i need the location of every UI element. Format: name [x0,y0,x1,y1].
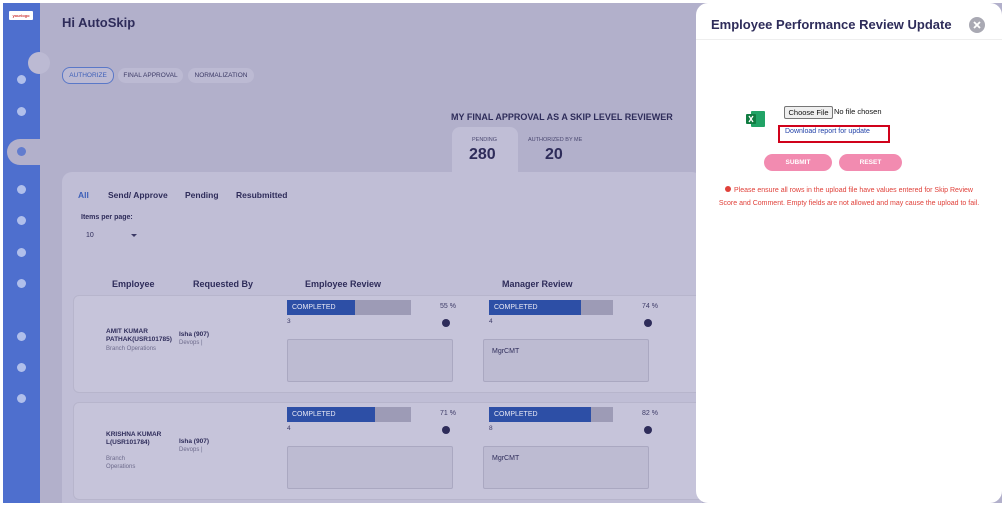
info-icon[interactable] [442,319,450,327]
file-status: No file chosen [834,107,882,116]
nav-icon[interactable] [17,363,26,372]
stat-label: AUTHORIZED BY ME [528,137,583,143]
excel-icon [746,111,765,127]
column-header: Employee [112,279,155,289]
progress-label: 55 % [440,303,456,310]
tab[interactable]: AUTHORIZE [62,67,114,84]
status: COMPLETED [494,411,538,418]
progress-track: COMPLETED [287,407,411,422]
team: Devops | [179,447,203,453]
progress-track: COMPLETED [489,407,613,422]
filter[interactable]: Send/ Approve [108,190,168,200]
stat-value: 20 [545,146,563,163]
nav-icon[interactable] [17,332,26,341]
choose-file-button[interactable]: Choose File [784,106,833,119]
greeting: Hi AutoSkip [62,15,136,30]
score: 4 [287,425,291,432]
nav-icon[interactable] [17,147,26,156]
stat-value: 280 [469,146,496,163]
tab[interactable]: NORMALIZATION [188,68,254,83]
employee-name: AMIT KUMAR PATHAK(USR101785) [106,328,172,343]
stat-card [452,127,518,177]
modal-title: Employee Performance Review Update [711,17,952,32]
department: Branch Operations [106,456,136,470]
nav-icon[interactable] [17,75,26,84]
score: 3 [287,318,291,325]
column-header: Requested By [193,279,254,289]
progress-fill [287,300,356,315]
filter[interactable]: Resubmitted [236,190,288,200]
comment: MgrCMT [492,455,520,462]
info-icon[interactable] [644,426,652,434]
filter[interactable]: Pending [185,190,219,200]
status: COMPLETED [292,411,336,418]
score: 4 [489,318,493,325]
close-button[interactable] [969,17,985,33]
nav-icon[interactable] [17,107,26,116]
comment-box [287,446,453,489]
reset-button[interactable]: RESET [839,154,902,171]
progress-track: COMPLETED [489,300,613,315]
nav-icon[interactable] [17,394,26,403]
download-link[interactable]: Download report for update [785,128,870,135]
requested-by: Isha (907) [179,438,209,445]
highlight-box [778,125,890,143]
employee-name: KRISHNA KUMAR L(USR101784) [106,431,162,446]
score: 8 [489,425,493,432]
warning: Please ensure all rows in the upload fil… [718,184,980,210]
progress-track: COMPLETED [287,300,411,315]
progress-label: 74 % [642,303,658,310]
nav-icon[interactable] [17,248,26,257]
modal: Employee Performance Review Update Choos… [696,3,1002,503]
progress-fill [287,407,376,422]
status: COMPLETED [494,304,538,311]
info-icon[interactable] [644,319,652,327]
tab[interactable]: FINAL APPROVAL [118,68,183,83]
comment: MgrCMT [492,348,520,355]
filter[interactable]: All [78,190,89,200]
app: yourlogo Hi AutoSkip AUTHORIZE FINAL APP… [3,3,1002,503]
nav-icon[interactable] [17,185,26,194]
submit-button[interactable]: SUBMIT [764,154,832,171]
column-header: Employee Review [305,279,382,289]
progress-label: 82 % [642,410,658,417]
warning-text: Please ensure all rows in the upload fil… [718,187,980,207]
progress-label: 71 % [440,410,456,417]
collapse-button[interactable] [28,52,50,74]
team: Devops | [179,340,203,346]
department: Branch Operations [106,346,157,352]
warning-icon [725,186,732,192]
nav-icon[interactable] [17,279,26,288]
progress-fill [489,407,591,422]
logo: yourlogo [9,11,33,20]
comment-box [483,339,649,382]
items-label: Items per page: [81,214,133,221]
comment-box [287,339,453,382]
dropdown-arrow[interactable] [131,234,137,237]
nav-icon[interactable] [17,216,26,225]
items-value[interactable]: 10 [86,232,94,239]
summary-title: MY FINAL APPROVAL AS A SKIP LEVEL REVIEW… [451,112,673,122]
info-icon[interactable] [442,426,450,434]
column-header: Manager Review [502,279,573,289]
comment-box [483,446,649,489]
stat-label: PENDING [472,137,498,143]
requested-by: Isha (907) [179,331,209,338]
progress-fill [489,300,581,315]
sidebar: yourlogo [3,3,40,503]
divider [696,39,1002,40]
status: COMPLETED [292,304,336,311]
